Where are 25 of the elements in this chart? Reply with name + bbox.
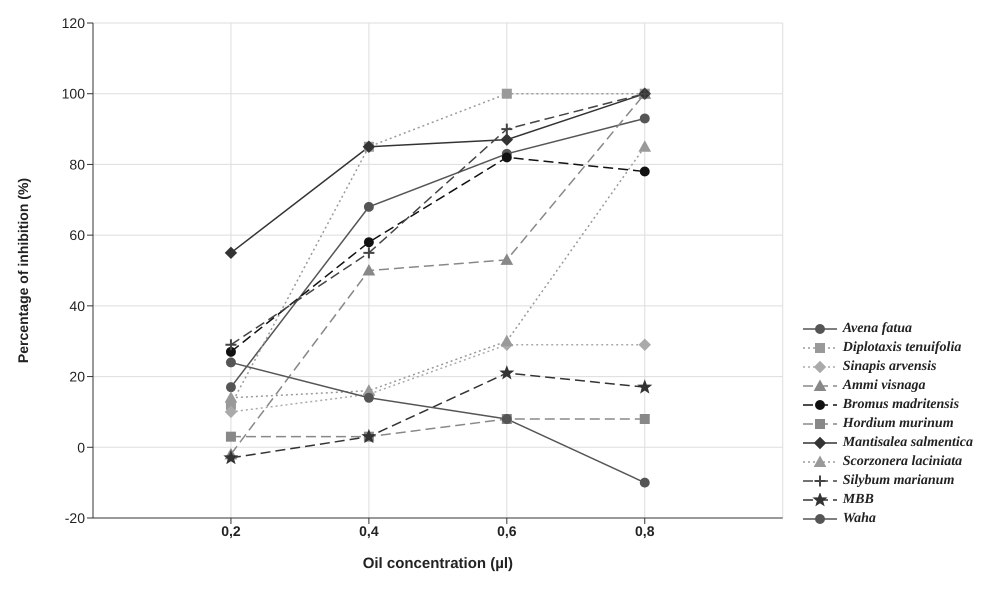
y-tick-label: 0 xyxy=(77,439,86,456)
x-tick-label: 0,2 xyxy=(221,522,241,539)
legend-label: Sinapis arvensis xyxy=(842,358,936,374)
legend-label: Bromus madritensis xyxy=(842,396,960,412)
legend-label: Waha xyxy=(842,510,876,526)
y-tick-label: 40 xyxy=(69,298,86,314)
legend-label: Scorzonera laciniata xyxy=(842,454,962,470)
legend-label: MBB xyxy=(842,492,874,508)
y-tick-label: -20 xyxy=(64,510,86,526)
legend-label: Hordium murinum xyxy=(842,416,954,432)
y-axis-title: Percentage of inhibition (%) xyxy=(14,178,31,364)
legend-label: Silybum marianum xyxy=(842,472,954,488)
x-tick-label: 0,4 xyxy=(359,522,379,539)
legend-label: Avena fatua xyxy=(842,320,912,336)
y-tick-label: 20 xyxy=(69,368,86,385)
legend-label: Diplotaxis tenuifolia xyxy=(842,340,962,356)
legend-label: Ammi visnaga xyxy=(842,378,926,394)
x-tick-label: 0,6 xyxy=(497,522,517,539)
x-axis-title: Oil concentration (µl) xyxy=(362,555,514,572)
y-tick-label: 80 xyxy=(69,156,86,172)
legend-label: Mantisalea salmentica xyxy=(842,434,973,450)
x-tick-label: 0,8 xyxy=(635,522,655,539)
y-tick-label: 60 xyxy=(69,227,86,244)
y-tick-label: 120 xyxy=(62,14,86,31)
y-tick-label: 100 xyxy=(62,86,86,102)
